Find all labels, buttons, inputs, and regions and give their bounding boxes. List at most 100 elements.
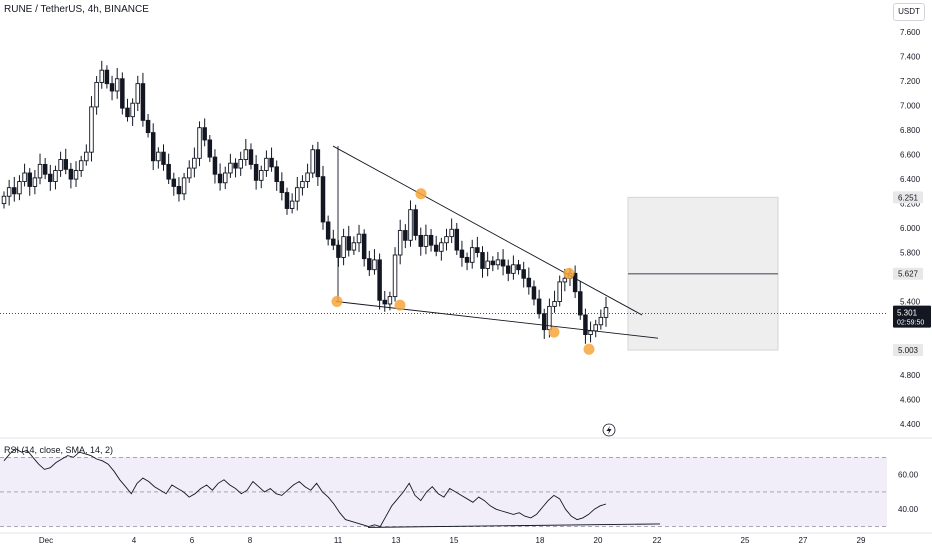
time-axis[interactable]: Dec 4 6 8 11 13 15 18 20 22 25 27 29	[0, 532, 932, 545]
candle-body	[176, 185, 182, 195]
candle-body	[120, 78, 125, 109]
price-axis[interactable]: 7.600 7.400 7.200 7.000 6.800 6.600 6.400 6.200…	[900, 28, 921, 429]
mid-price-tag-bg	[893, 267, 923, 280]
pivot-markers	[331, 188, 595, 355]
upper-trendline	[332, 145, 643, 316]
time-tick-label: 22	[653, 536, 662, 545]
candle-body	[511, 264, 516, 274]
candle-body	[212, 156, 218, 175]
candle-body	[78, 160, 84, 171]
rsi-line	[3, 448, 607, 528]
candle-body	[387, 296, 393, 305]
time-tick-label: 6	[190, 536, 195, 545]
candle-body	[500, 259, 506, 267]
candle-body	[32, 177, 38, 187]
candle-body	[593, 324, 598, 332]
candle-body	[351, 242, 357, 251]
time-tick-label: 11	[334, 536, 343, 545]
candle-body	[53, 170, 58, 183]
price-tick-label: 4.400	[900, 420, 921, 429]
lightning-icon-bolt	[606, 426, 612, 435]
chart-title: RUNE / TetherUS, 4h, BINANCE	[4, 4, 149, 15]
candle-body	[156, 151, 161, 162]
candle-body	[542, 313, 547, 331]
candle-body	[130, 102, 135, 118]
time-tick-label: 25	[741, 536, 750, 545]
candle-body	[73, 170, 79, 180]
candle-body	[135, 83, 141, 104]
candle-body	[125, 107, 130, 118]
candle-body	[382, 299, 388, 305]
candle-body	[418, 234, 424, 247]
candle-body	[89, 106, 94, 153]
candle-body	[516, 264, 521, 271]
candle-body	[6, 187, 12, 197]
candle-body	[356, 233, 362, 244]
candle-body	[433, 244, 439, 252]
candle-body	[521, 269, 526, 279]
candle-body	[12, 187, 17, 195]
candle-body	[459, 249, 465, 258]
candle-body	[377, 259, 382, 301]
candle-body	[269, 157, 274, 168]
lightning-icon[interactable]	[602, 423, 616, 437]
candle-body	[392, 254, 398, 298]
candle-body	[109, 83, 115, 92]
candle-body	[37, 163, 43, 179]
candle-body	[454, 228, 460, 251]
price-tick-label: 7.400	[900, 53, 921, 62]
candle-body	[238, 159, 243, 169]
stop-price-tag: 5.003	[898, 346, 919, 355]
candle-body	[490, 260, 496, 266]
currency-selector[interactable]: USDT	[893, 3, 925, 21]
rsi-divergence-line	[367, 523, 661, 528]
candle-body	[300, 181, 305, 189]
candle-body	[331, 238, 336, 246]
candle-body	[150, 132, 156, 162]
countdown-tag: 02:59:50	[897, 320, 924, 327]
price-tick-label: 5.400	[900, 297, 921, 306]
price-tags: 6.251 5.627 5.003 5.301 02:59:50	[893, 191, 931, 357]
candle-body	[274, 166, 279, 183]
candle-body	[469, 247, 475, 263]
candle-body	[408, 209, 413, 241]
candle-body	[485, 260, 490, 269]
candle-body	[228, 162, 233, 174]
pivot-marker	[583, 343, 595, 355]
price-tick-label: 6.600	[900, 151, 921, 160]
time-tick-label: 27	[799, 536, 808, 545]
candle-body	[495, 259, 501, 266]
pivot-marker	[394, 299, 406, 311]
candle-body	[84, 151, 89, 162]
candle-body	[598, 316, 604, 326]
candle-body	[217, 173, 223, 184]
candle-body	[186, 167, 192, 179]
candle-body	[171, 178, 177, 187]
mid-price-tag: 5.627	[898, 270, 919, 279]
time-tick-label: 8	[248, 536, 253, 545]
pivot-marker	[563, 267, 575, 279]
time-tick-label: 20	[594, 536, 603, 545]
candle-body	[58, 159, 63, 171]
candle-body	[536, 298, 542, 315]
candle-body	[341, 236, 346, 258]
price-tick-label: 7.600	[900, 28, 921, 37]
wedge-trendlines	[332, 145, 659, 339]
pivot-marker	[415, 188, 427, 200]
time-tick-label: 15	[450, 536, 459, 545]
current-price-tag: 5.301	[897, 309, 918, 318]
candle-body	[315, 149, 321, 178]
candle-body	[17, 181, 22, 195]
candle-body	[104, 69, 110, 85]
candle-body	[207, 139, 213, 158]
candle-body	[140, 83, 146, 121]
candle-body	[161, 151, 166, 165]
candle-body	[264, 157, 269, 171]
stop-price-tag-bg	[893, 344, 923, 357]
time-tick-label: 18	[536, 536, 545, 545]
candle-body	[289, 200, 295, 209]
candle-body	[253, 163, 259, 181]
price-tick-label: 4.600	[900, 395, 921, 404]
candle-body	[588, 330, 593, 335]
